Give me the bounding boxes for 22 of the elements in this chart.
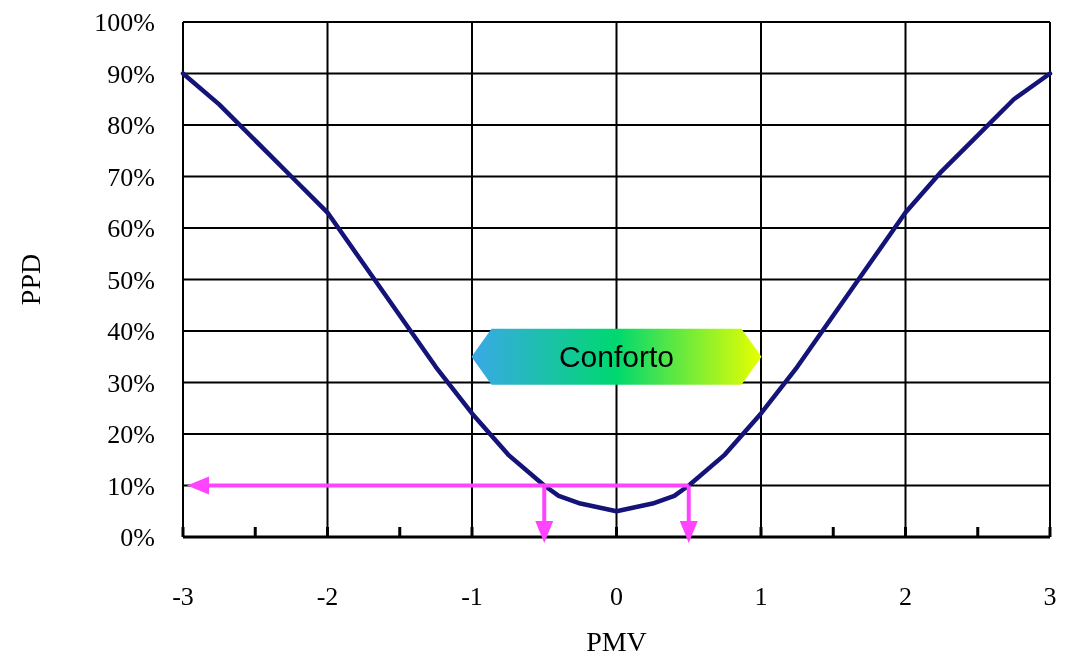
- x-axis-title: PMV: [586, 626, 647, 657]
- y-tick-label: 70%: [107, 162, 155, 192]
- annotation: Conforto: [558, 340, 675, 374]
- y-tick-label: 50%: [107, 265, 155, 295]
- y-tick-label: 60%: [107, 214, 155, 244]
- x-tick-label: -1: [461, 582, 483, 611]
- y-tick-label: 90%: [107, 59, 155, 89]
- y-tick-label: 80%: [107, 111, 155, 141]
- y-tick-label: 30%: [107, 368, 155, 398]
- x-tick-label: 0: [610, 582, 623, 611]
- x-tick-label: 1: [754, 582, 768, 611]
- line-series: [180, 71, 1053, 514]
- y-tick-label: 10%: [107, 471, 155, 501]
- y-axis-title: PPD: [15, 253, 46, 306]
- x-tick-label: 2: [899, 582, 912, 611]
- x-tick-label: -2: [316, 582, 339, 611]
- y-tick-label: 0%: [120, 523, 155, 553]
- y-tick-label: 40%: [107, 317, 155, 347]
- y-tick-label: 20%: [107, 420, 155, 450]
- x-tick-label: -3: [172, 582, 194, 611]
- x-tick-label: 3: [1043, 582, 1057, 611]
- y-tick-label: 100%: [94, 8, 155, 38]
